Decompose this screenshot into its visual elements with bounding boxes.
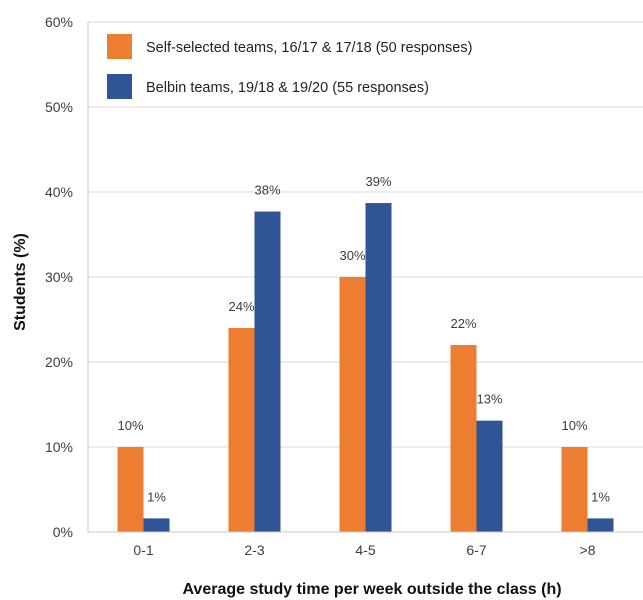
y-tick-label: 60% xyxy=(45,14,73,30)
bar-self-selected->8 xyxy=(561,447,588,532)
bar-belbin-6-7 xyxy=(476,420,503,532)
x-tick-label: >8 xyxy=(580,542,596,558)
legend-label-belbin: Belbin teams, 19/18 & 19/20 (55 response… xyxy=(146,80,429,96)
bar-belbin->8 xyxy=(587,518,614,532)
data-label: 1% xyxy=(147,489,166,504)
y-axis-title: Students (%) xyxy=(12,233,29,331)
data-label: 1% xyxy=(591,489,610,504)
data-label: 10% xyxy=(117,418,143,433)
data-labels: 10% 1% 24% 38% 30% 39% 22% 13% 10% 1% xyxy=(117,174,610,504)
legend-label-self-selected: Self-selected teams, 16/17 & 17/18 (50 r… xyxy=(146,40,472,56)
bar-belbin-4-5 xyxy=(365,203,392,533)
bar-self-selected-2-3 xyxy=(228,328,255,532)
y-tick-label: 40% xyxy=(45,184,73,200)
y-axis-ticks: 0% 10% 20% 30% 40% 50% 60% xyxy=(45,14,73,540)
bar-belbin-0-1 xyxy=(143,518,170,532)
y-tick-label: 10% xyxy=(45,439,73,455)
data-label: 24% xyxy=(228,299,254,314)
data-label: 39% xyxy=(365,174,391,189)
y-tick-label: 50% xyxy=(45,99,73,115)
bar-belbin-2-3 xyxy=(254,211,281,533)
legend-swatch-self-selected xyxy=(107,34,132,59)
data-label: 13% xyxy=(476,392,502,407)
x-tick-label: 0-1 xyxy=(133,542,153,558)
x-axis-title: Average study time per week outside the … xyxy=(182,581,561,598)
x-axis-ticks: 0-1 2-3 4-5 6-7 >8 xyxy=(133,542,595,558)
data-label: 30% xyxy=(339,248,365,263)
bar-self-selected-0-1 xyxy=(117,447,144,532)
bar-self-selected-6-7 xyxy=(450,345,477,532)
x-tick-label: 6-7 xyxy=(466,542,486,558)
bar-self-selected-4-5 xyxy=(339,277,366,532)
legend: Self-selected teams, 16/17 & 17/18 (50 r… xyxy=(107,34,472,99)
legend-swatch-belbin xyxy=(107,74,132,99)
y-tick-label: 0% xyxy=(53,524,73,540)
x-tick-label: 4-5 xyxy=(355,542,375,558)
data-label: 38% xyxy=(254,183,280,198)
bars xyxy=(117,203,614,533)
x-tick-label: 2-3 xyxy=(244,542,264,558)
data-label: 22% xyxy=(450,316,476,331)
y-tick-label: 20% xyxy=(45,354,73,370)
y-tick-label: 30% xyxy=(45,269,73,285)
data-label: 10% xyxy=(561,418,587,433)
